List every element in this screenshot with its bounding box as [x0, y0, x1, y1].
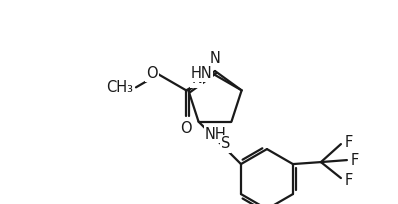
Text: S: S	[221, 136, 230, 151]
Text: F: F	[351, 153, 359, 167]
Text: N: N	[210, 51, 220, 66]
Text: NH: NH	[205, 127, 226, 142]
Text: HN: HN	[190, 66, 212, 81]
Text: F: F	[345, 173, 353, 188]
Text: O: O	[146, 66, 158, 81]
Text: CH₃: CH₃	[106, 80, 133, 95]
Text: O: O	[180, 121, 192, 136]
Text: F: F	[345, 135, 353, 150]
Text: N: N	[191, 71, 202, 86]
